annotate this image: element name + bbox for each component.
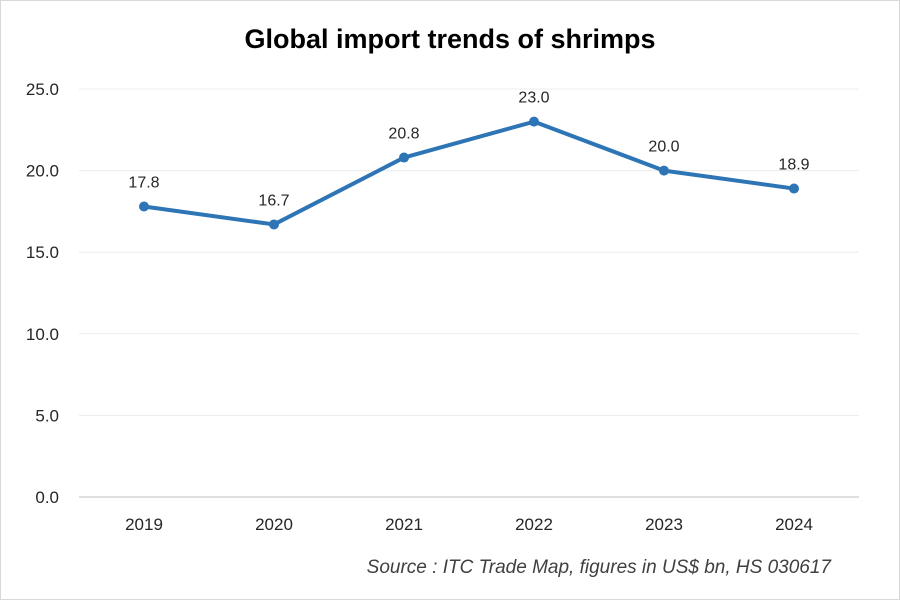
data-label: 20.8 <box>388 126 419 143</box>
data-label: 18.9 <box>778 157 809 174</box>
data-label: 23.0 <box>518 90 549 107</box>
series-line <box>139 116 799 230</box>
y-tick-label: 10.0 <box>26 325 59 344</box>
x-tick-label: 2021 <box>385 515 423 534</box>
y-tick-label: 0.0 <box>35 488 59 507</box>
y-tick-label: 15.0 <box>26 243 59 262</box>
data-point <box>789 183 799 194</box>
x-tick-label: 2020 <box>255 515 293 534</box>
x-tick-label: 2019 <box>125 515 163 534</box>
data-point <box>269 219 279 230</box>
data-point <box>139 201 149 212</box>
data-point <box>659 165 669 176</box>
data-point <box>399 152 409 163</box>
y-tick-label: 25.0 <box>26 80 59 99</box>
data-label: 16.7 <box>258 192 289 209</box>
gridlines <box>79 88 859 498</box>
data-point <box>529 116 539 127</box>
data-label: 17.8 <box>128 175 159 192</box>
x-axis-ticks: 2019 2020 2021 2022 2023 2024 <box>125 515 813 534</box>
data-label: 20.0 <box>648 139 679 156</box>
x-tick-label: 2022 <box>515 515 553 534</box>
source-note: Source : ITC Trade Map, figures in US$ b… <box>367 557 833 578</box>
x-tick-label: 2023 <box>645 515 683 534</box>
y-tick-label: 5.0 <box>35 406 59 425</box>
data-labels: 17.8 16.7 20.8 23.0 20.0 18.9 <box>128 90 809 210</box>
y-tick-label: 20.0 <box>26 162 59 181</box>
series-line-path <box>142 119 796 227</box>
x-tick-label: 2024 <box>775 515 813 534</box>
chart-title: Global import trends of shrimps <box>244 24 655 54</box>
y-axis-ticks: 0.0 5.0 10.0 15.0 20.0 25.0 <box>26 80 59 507</box>
